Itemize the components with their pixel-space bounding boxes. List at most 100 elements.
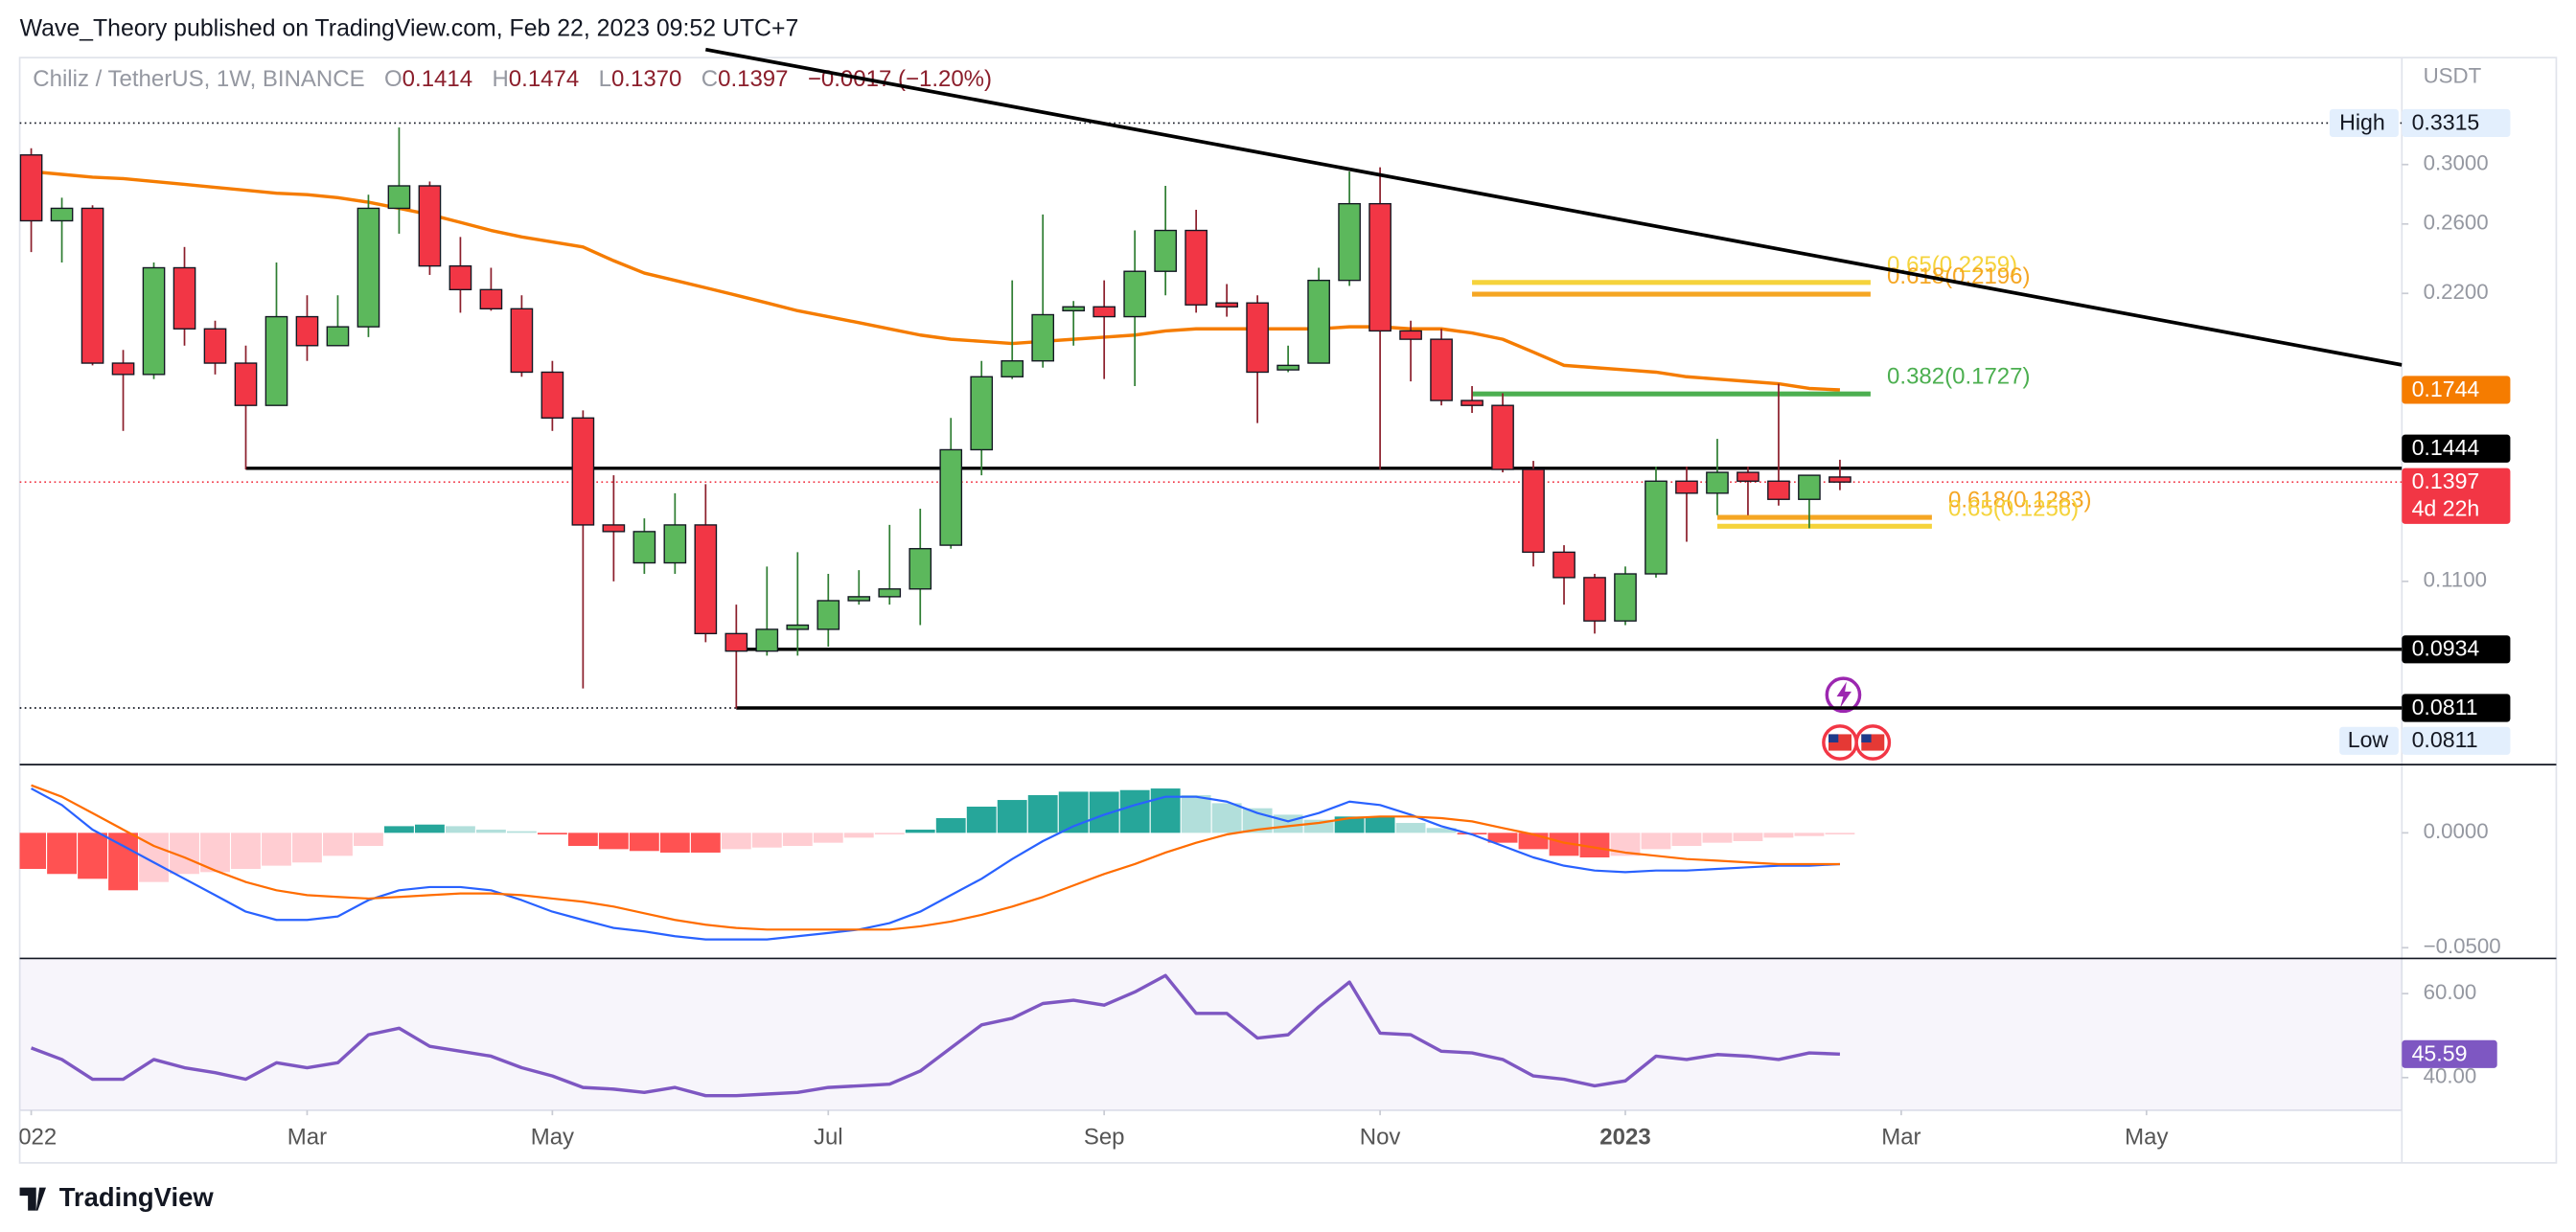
time-axis: 2022 Mar May Jul Sep Nov 2023 Mar May	[6, 1110, 2168, 1150]
histogram-bar	[567, 833, 598, 847]
candle-body	[724, 632, 748, 652]
flag-canton	[1861, 734, 1872, 742]
moving-average	[31, 170, 1841, 392]
histogram-bar	[262, 833, 291, 866]
level-value-box	[2402, 635, 2511, 664]
y-tick-label: −0.0500	[2424, 934, 2501, 958]
low-key-box	[2339, 726, 2399, 755]
candle-body	[878, 588, 902, 598]
candle-body	[479, 288, 503, 309]
last-price-box	[2402, 468, 2511, 524]
candle-body	[1246, 302, 1269, 374]
candle-body	[1767, 480, 1790, 500]
brand-name: TradingView	[59, 1182, 215, 1212]
candle-body	[1828, 476, 1852, 483]
candle-body	[755, 628, 779, 652]
candle-body	[1460, 399, 1484, 406]
fib-label: 0.65(0.1256)	[1948, 496, 2079, 522]
y-tick-label: 0.0000	[2424, 819, 2489, 843]
histogram-bar	[1671, 833, 1702, 847]
histogram-bar	[1027, 795, 1058, 833]
histogram-bar	[843, 833, 874, 838]
rsi-line	[30, 973, 1840, 1098]
candle-body	[816, 600, 840, 630]
candle-body	[1644, 480, 1668, 575]
candle-body	[602, 524, 626, 533]
candle-body	[1368, 202, 1392, 332]
candle-body	[1123, 270, 1147, 318]
candle-body	[1399, 330, 1422, 340]
histogram-bar	[1211, 803, 1242, 833]
histogram-bar	[874, 833, 905, 835]
change-value: −0.0017 (−1.20%)	[808, 66, 992, 92]
y-tick-label: 60.00	[2424, 980, 2477, 1004]
histogram-bar	[475, 829, 506, 833]
candle-body	[847, 596, 871, 602]
candle-body	[632, 531, 656, 564]
histogram-bar	[19, 833, 46, 869]
trendline-layer	[704, 47, 2403, 367]
candle-body	[1154, 229, 1177, 272]
candle-body	[1583, 577, 1606, 622]
candle-body	[142, 266, 166, 376]
histogram-bar	[1365, 816, 1395, 833]
fib-label: 0.618(0.1283)	[1948, 487, 2091, 513]
low-key: Low	[2348, 727, 2389, 752]
histogram-bar	[1273, 814, 1303, 833]
x-tick-label: Mar	[288, 1124, 327, 1150]
candle-body	[356, 207, 380, 328]
candle-body	[19, 154, 43, 222]
candle-body	[172, 266, 196, 330]
close-value: 0.1397	[718, 66, 788, 92]
candle-body	[1736, 471, 1760, 482]
candle-body	[1675, 480, 1698, 494]
histogram-bar	[629, 833, 659, 852]
histogram-bar	[1794, 833, 1825, 836]
signal-line	[31, 784, 1840, 931]
fib-label: 0.382(0.1727)	[1887, 363, 2030, 389]
candle-body	[1031, 313, 1055, 362]
histogram-bar	[966, 807, 997, 833]
histogram-bar	[414, 824, 445, 833]
histogram-bar	[323, 833, 353, 856]
y-tick-label: 0.2200	[2424, 280, 2489, 304]
low-value: 0.1370	[611, 66, 681, 92]
publish-note: Wave_Theory published on TradingView.com…	[20, 16, 799, 42]
candle-body	[1307, 279, 1330, 364]
histogram-bar	[506, 831, 537, 833]
histogram-bar	[1702, 833, 1733, 843]
x-tick-label: Nov	[1360, 1124, 1401, 1150]
candle-body	[203, 328, 227, 364]
histogram-bar	[1334, 816, 1365, 833]
candle-body	[786, 624, 810, 630]
candle-body	[1522, 468, 1545, 554]
histogram-bar	[78, 833, 107, 879]
high-key-box	[2329, 108, 2399, 138]
low-value: 0.0811	[2412, 727, 2478, 752]
open-key: O	[384, 66, 402, 92]
histogram-bar	[813, 833, 843, 843]
histogram-bar	[997, 800, 1027, 833]
candle-body	[1552, 551, 1576, 579]
histogram-bar	[935, 817, 966, 833]
histogram-bar	[751, 833, 782, 848]
candle-body	[448, 264, 472, 291]
x-tick-label: May	[531, 1124, 574, 1150]
candle-body	[939, 448, 963, 546]
candle-body	[80, 207, 104, 364]
candle-body	[1430, 338, 1453, 401]
rsi-value-box	[2402, 1039, 2497, 1068]
lightning-icon	[1836, 681, 1852, 708]
close-key: C	[702, 66, 718, 92]
low-value-box	[2402, 726, 2511, 755]
histogram-bar	[231, 833, 261, 869]
histogram-bar	[659, 833, 690, 853]
candle-body	[264, 315, 288, 406]
event-icons	[1822, 676, 1892, 761]
histogram-bar	[47, 833, 77, 875]
histogram-bar	[292, 833, 322, 863]
candle-body	[694, 524, 718, 635]
histogram-bar	[1549, 833, 1579, 856]
x-tick-label: 2022	[6, 1124, 57, 1150]
